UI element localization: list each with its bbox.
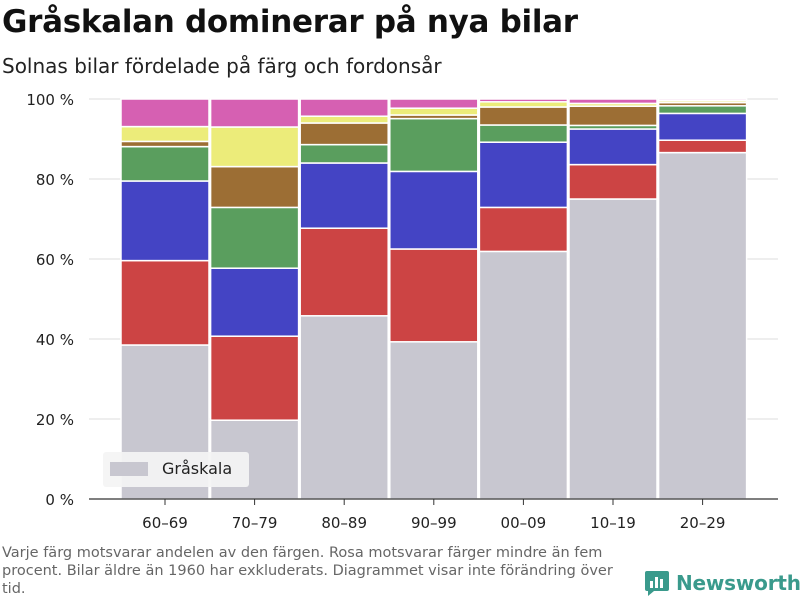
newsworthy-logo-icon: [645, 571, 669, 596]
bar-segment: [478, 124, 569, 143]
x-tick-label: 20–29: [680, 514, 726, 532]
brand-logo: Newsworthy: [644, 569, 800, 597]
y-tick-label: 60 %: [36, 251, 74, 269]
bar-segment: [120, 125, 210, 143]
bar-segment: [209, 126, 300, 168]
x-tick-label: 00–09: [501, 514, 547, 532]
bar-segment: [209, 267, 300, 337]
bar-segment: [299, 227, 389, 317]
footnote: Varje färg motsvarar andelen av den färg…: [2, 545, 613, 597]
bar-segment: [568, 198, 658, 500]
bar-segment: [299, 122, 389, 146]
bar-segment: [209, 206, 300, 269]
x-tick-label: 70–79: [232, 514, 278, 532]
bar-segment: [299, 143, 389, 164]
bar-segment: [389, 98, 479, 109]
bar-segment: [389, 117, 479, 173]
bar-segment: [478, 141, 569, 209]
x-tick-label: 90–99: [411, 514, 457, 532]
bar-segment: [478, 98, 569, 103]
y-tick-label: 20 %: [36, 411, 74, 429]
brand-name: Newsworthy: [676, 571, 800, 595]
bar-segment: [478, 106, 569, 126]
page-subtitle: Solnas bilar fördelade på färg och fordo…: [2, 54, 442, 78]
page-title: Gråskalan dominerar på nya bilar: [2, 4, 578, 40]
bar-segment: [478, 101, 569, 108]
x-tick-label: 10–19: [590, 514, 636, 532]
bar-segment: [120, 145, 210, 182]
legend-label: Gråskala: [162, 459, 232, 478]
bar-segment: [389, 107, 479, 116]
bar-segment: [568, 163, 658, 200]
bar-segment: [389, 170, 479, 250]
bar-segment: [568, 128, 658, 166]
bar-segment: [389, 341, 479, 500]
legend-box: [103, 452, 249, 487]
y-tick-label: 0 %: [45, 491, 74, 509]
bar-segment: [120, 140, 210, 148]
legend-swatch: [110, 462, 148, 476]
bar-segment: [568, 105, 658, 127]
x-tick-label: 80–89: [321, 514, 367, 532]
bar-segment: [478, 250, 569, 500]
bar-segment: [657, 105, 748, 115]
bar-segment: [657, 151, 748, 500]
bar-segment: [209, 98, 300, 128]
bar-segment: [299, 162, 389, 229]
y-tick-label: 100 %: [26, 91, 74, 109]
y-tick-label: 80 %: [36, 171, 74, 189]
y-tick-label: 40 %: [36, 331, 74, 349]
bar-segment: [657, 139, 748, 154]
bar-segment: [120, 180, 210, 262]
bar-segment: [120, 259, 210, 346]
bar-segment: [209, 165, 300, 209]
bar-segment: [478, 206, 569, 253]
bar-segment: [568, 98, 658, 105]
bar-segment: [389, 248, 479, 343]
bar-segment: [299, 98, 389, 117]
bar-segment: [657, 112, 748, 141]
bar-segment: [657, 98, 748, 102]
bar-segment: [120, 98, 210, 128]
bar-segment: [209, 335, 300, 421]
bar-segment: [299, 315, 389, 500]
bar-segment: [299, 115, 389, 124]
x-tick-label: 60–69: [142, 514, 188, 532]
